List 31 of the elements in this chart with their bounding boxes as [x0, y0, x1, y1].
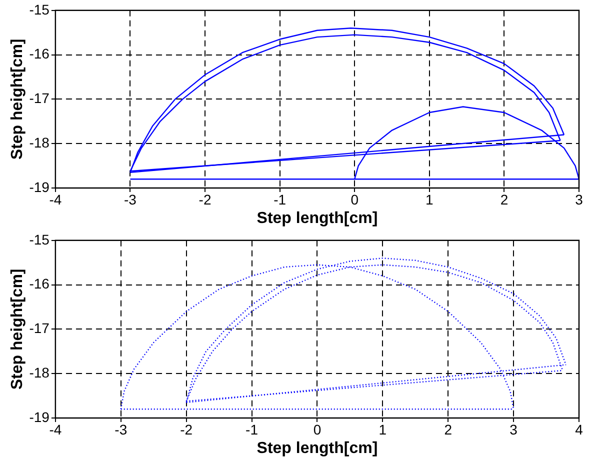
x-tick-label: 1 [378, 421, 387, 438]
x-axis-title: Step length[cm] [256, 210, 378, 227]
x-tick-label: 2 [500, 191, 508, 208]
x-tick-label: -1 [274, 191, 286, 208]
y-tick-label: -19 [29, 408, 50, 425]
x-tick-label: -1 [246, 421, 258, 438]
y-tick-label: -17 [29, 90, 50, 106]
y-tick-label: -15 [29, 1, 50, 18]
y-tick-label: -16 [29, 46, 50, 62]
x-tick-label: 0 [350, 191, 359, 208]
y-tick-label: -18 [29, 364, 50, 380]
x-tick-label: 3 [575, 191, 584, 208]
y-tick-label: -17 [29, 320, 50, 336]
x-tick-label: 3 [510, 421, 518, 438]
x-axis-title: Step length[cm] [256, 440, 378, 457]
y-tick-label: -18 [29, 134, 50, 150]
x-tick-label: 2 [444, 421, 452, 438]
y-axis-title: Step height[cm] [9, 38, 26, 160]
x-tick-label: -3 [114, 421, 128, 438]
x-tick-label: -3 [124, 191, 137, 208]
x-tick-label: -2 [198, 191, 212, 208]
x-tick-label: 4 [575, 421, 584, 438]
x-tick-label: -4 [49, 191, 62, 208]
x-tick-label: 0 [313, 421, 322, 438]
y-tick-label: -16 [29, 276, 50, 292]
y-tick-label: -19 [29, 178, 50, 195]
x-tick-label: 1 [426, 191, 434, 208]
x-tick-label: -2 [180, 421, 193, 438]
y-tick-label: -15 [29, 231, 50, 248]
y-axis-title: Step height[cm] [9, 268, 26, 390]
x-tick-label: -4 [49, 421, 62, 438]
